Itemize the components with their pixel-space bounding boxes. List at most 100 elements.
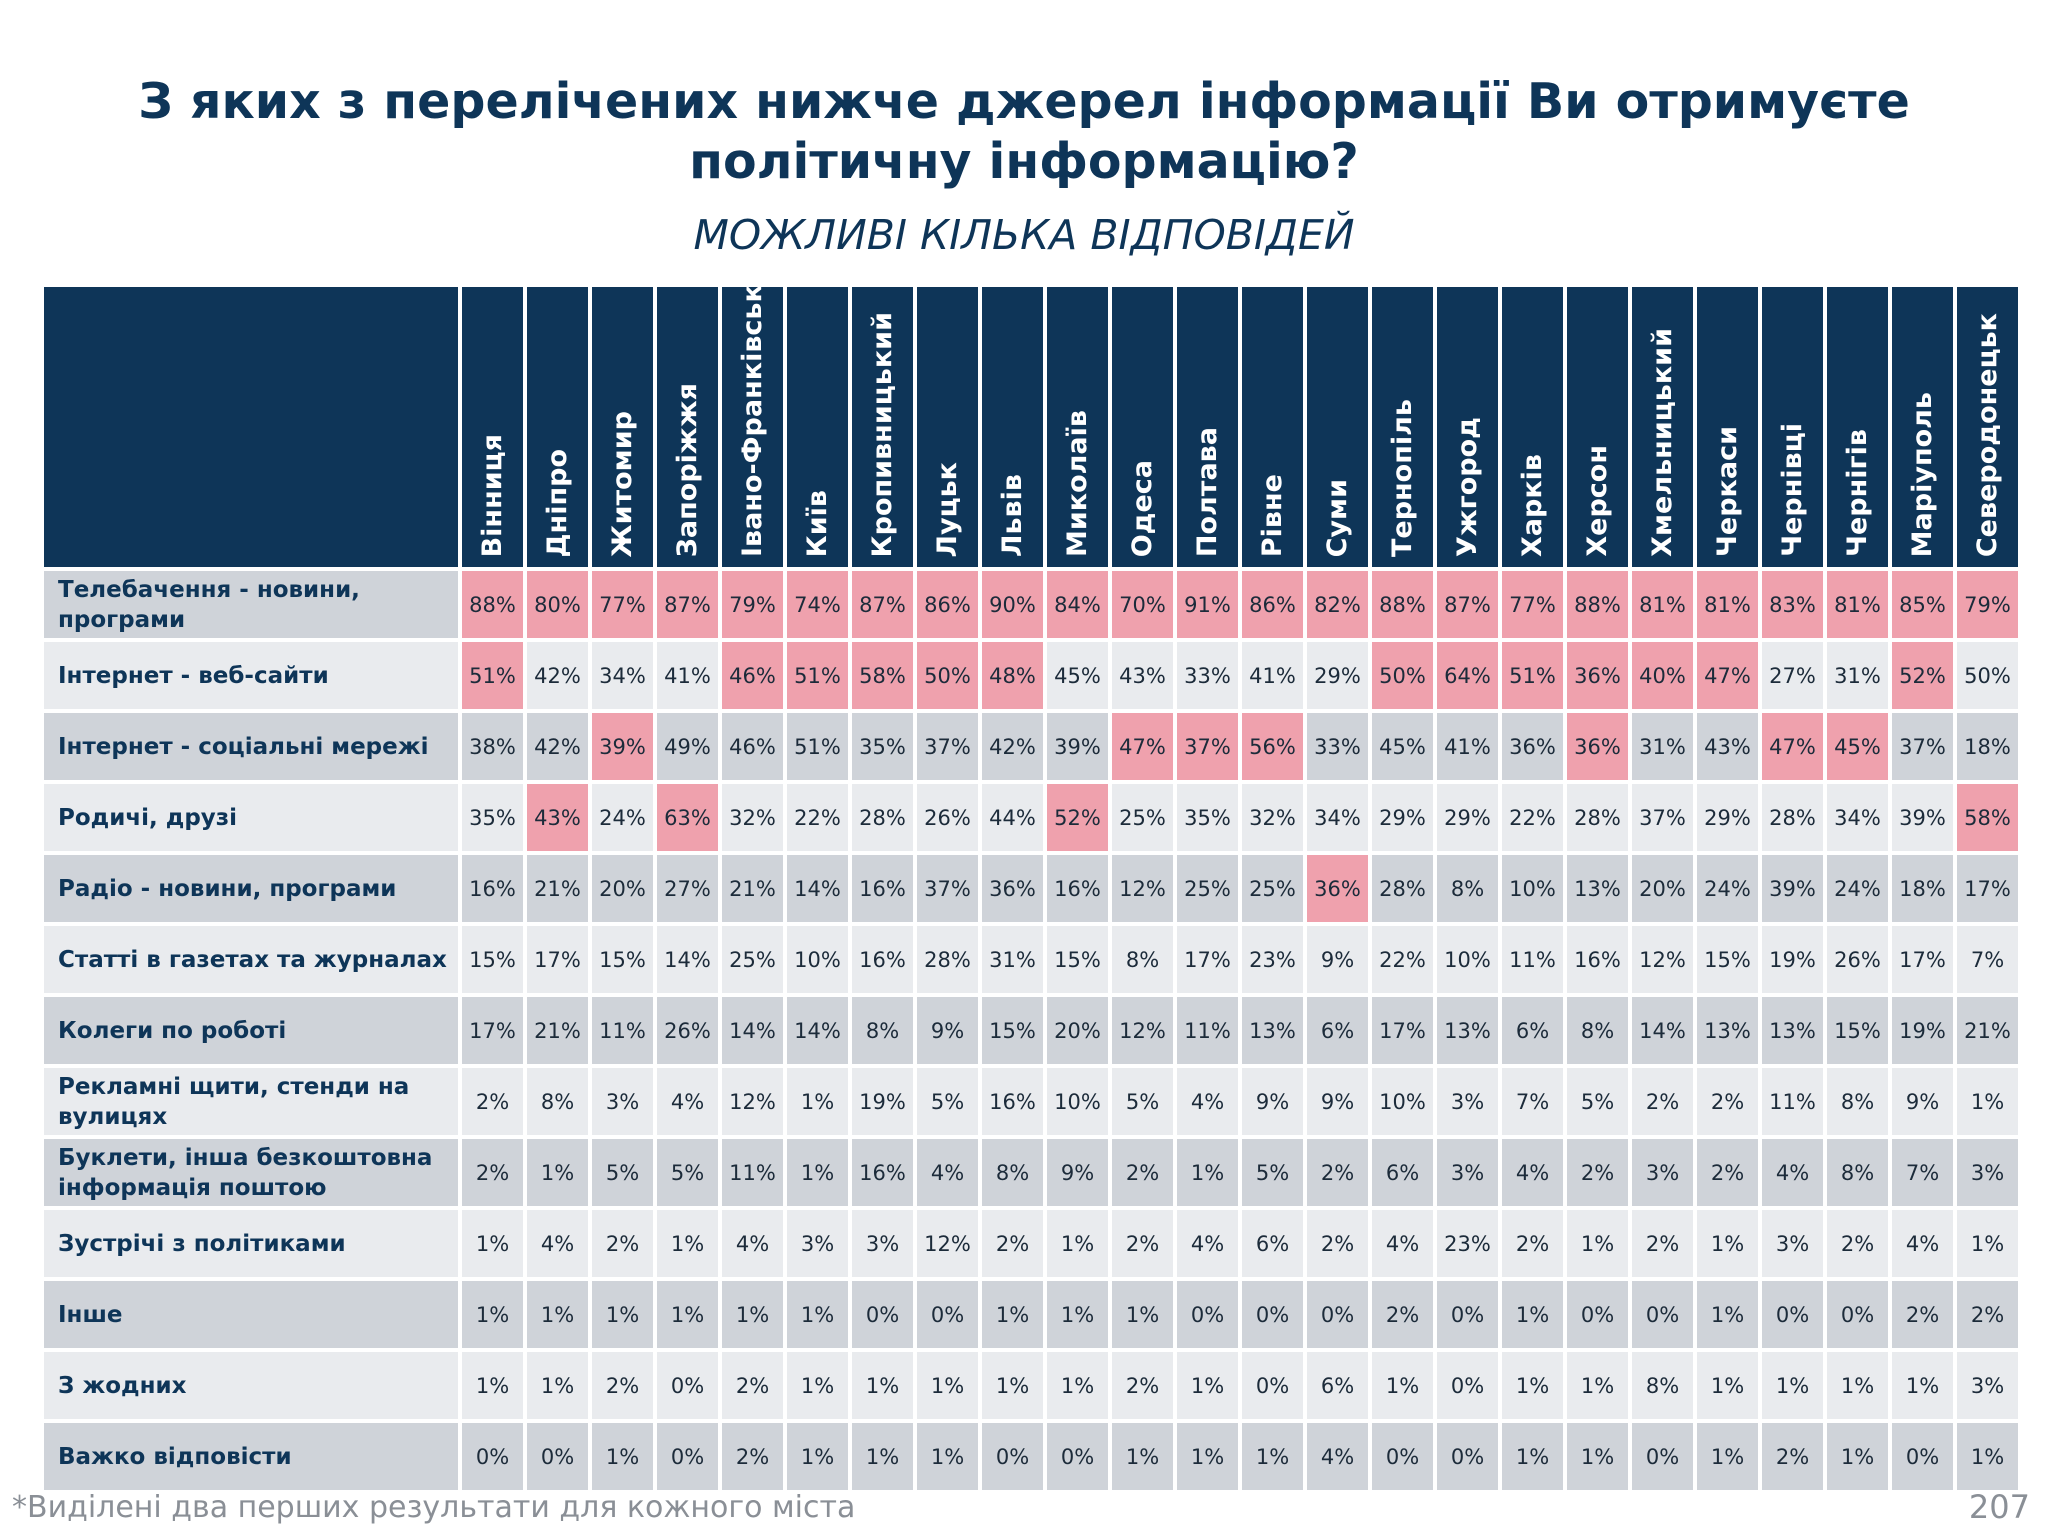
table-cell: 44% bbox=[982, 784, 1043, 851]
table-cell: 13% bbox=[1437, 997, 1498, 1064]
table-cell: 11% bbox=[592, 997, 653, 1064]
table-cell: 20% bbox=[592, 855, 653, 922]
table-cell: 4% bbox=[917, 1139, 978, 1206]
row-label: Інше bbox=[44, 1281, 458, 1348]
table-cell: 2% bbox=[1567, 1139, 1628, 1206]
table-cell: 0% bbox=[982, 1423, 1043, 1490]
city-header-label: Вінниця bbox=[477, 433, 508, 557]
table-cell-highlighted: 43% bbox=[527, 784, 588, 851]
table-cell: 12% bbox=[1112, 855, 1173, 922]
table-cell: 16% bbox=[1567, 926, 1628, 993]
table-cell-highlighted: 51% bbox=[462, 642, 523, 709]
table-cell: 37% bbox=[917, 713, 978, 780]
table-cell: 0% bbox=[1762, 1281, 1823, 1348]
table-cell: 2% bbox=[1892, 1281, 1953, 1348]
table-cell: 0% bbox=[1242, 1352, 1303, 1419]
table-cell: 41% bbox=[657, 642, 718, 709]
table-cell: 5% bbox=[917, 1068, 978, 1135]
table-cell-highlighted: 46% bbox=[722, 642, 783, 709]
table-cell: 1% bbox=[1177, 1139, 1238, 1206]
city-header-label: Житомир bbox=[607, 410, 638, 557]
table-cell: 46% bbox=[722, 713, 783, 780]
city-header: Київ bbox=[787, 287, 848, 567]
table-cell: 1% bbox=[1047, 1210, 1108, 1277]
city-header-label: Маріуполь bbox=[1907, 391, 1938, 557]
city-header: Черкаси bbox=[1697, 287, 1758, 567]
city-header-label: Тернопіль bbox=[1387, 398, 1418, 557]
table-cell: 3% bbox=[852, 1210, 913, 1277]
table-cell: 4% bbox=[722, 1210, 783, 1277]
table-cell: 1% bbox=[1567, 1352, 1628, 1419]
table-cell-highlighted: 85% bbox=[1892, 571, 1953, 638]
table-cell: 50% bbox=[1957, 642, 2018, 709]
table-cell: 1% bbox=[1112, 1423, 1173, 1490]
table-cell: 17% bbox=[462, 997, 523, 1064]
city-header-label: Харків bbox=[1517, 453, 1548, 557]
table-cell: 27% bbox=[1762, 642, 1823, 709]
table-cell: 38% bbox=[462, 713, 523, 780]
table-cell: 11% bbox=[1502, 926, 1563, 993]
table-cell: 9% bbox=[1242, 1068, 1303, 1135]
table-cell: 1% bbox=[852, 1352, 913, 1419]
table-cell: 19% bbox=[852, 1068, 913, 1135]
table-cell: 0% bbox=[1437, 1281, 1498, 1348]
table-cell-highlighted: 77% bbox=[1502, 571, 1563, 638]
city-header-label: Івано-Франківськ bbox=[737, 284, 768, 557]
city-header: Львів bbox=[982, 287, 1043, 567]
table-cell: 29% bbox=[1307, 642, 1368, 709]
table-cell: 37% bbox=[1632, 784, 1693, 851]
table-cell: 26% bbox=[1827, 926, 1888, 993]
table-cell: 14% bbox=[1632, 997, 1693, 1064]
table-cell: 1% bbox=[1242, 1423, 1303, 1490]
table-cell: 8% bbox=[1112, 926, 1173, 993]
city-header: Кропивницький bbox=[852, 287, 913, 567]
city-header-label: Херсон bbox=[1582, 445, 1613, 557]
table-cell: 39% bbox=[1047, 713, 1108, 780]
table-cell-highlighted: 52% bbox=[1047, 784, 1108, 851]
table-cell: 1% bbox=[1502, 1281, 1563, 1348]
table-cell: 42% bbox=[527, 642, 588, 709]
table-cell: 6% bbox=[1242, 1210, 1303, 1277]
table-cell: 8% bbox=[1827, 1139, 1888, 1206]
table-cell: 28% bbox=[1567, 784, 1628, 851]
table-cell: 4% bbox=[1762, 1139, 1823, 1206]
row-label: Рекламні щити, стенди на вулицях bbox=[44, 1068, 458, 1135]
table-cell: 4% bbox=[527, 1210, 588, 1277]
table-cell: 17% bbox=[1892, 926, 1953, 993]
table-cell-highlighted: 80% bbox=[527, 571, 588, 638]
table-cell: 1% bbox=[527, 1352, 588, 1419]
city-header-label: Северодонецьк bbox=[1972, 312, 2003, 557]
city-header: Тернопіль bbox=[1372, 287, 1433, 567]
city-header: Чернігів bbox=[1827, 287, 1888, 567]
table-cell: 2% bbox=[1307, 1139, 1368, 1206]
city-header-label: Ужгород bbox=[1452, 416, 1483, 557]
table-cell: 0% bbox=[657, 1352, 718, 1419]
table-cell: 21% bbox=[722, 855, 783, 922]
table-cell-highlighted: 70% bbox=[1112, 571, 1173, 638]
table-cell-highlighted: 81% bbox=[1697, 571, 1758, 638]
table-cell: 7% bbox=[1502, 1068, 1563, 1135]
table-cell: 1% bbox=[1697, 1423, 1758, 1490]
table-cell: 20% bbox=[1632, 855, 1693, 922]
table-cell: 1% bbox=[787, 1139, 848, 1206]
footnote: *Виділені два перших результати для кожн… bbox=[12, 1490, 856, 1525]
table-cell: 16% bbox=[462, 855, 523, 922]
table-cell: 2% bbox=[1957, 1281, 2018, 1348]
table-cell: 1% bbox=[982, 1352, 1043, 1419]
city-header-label: Суми bbox=[1322, 478, 1353, 557]
table-cell-highlighted: 79% bbox=[1957, 571, 2018, 638]
table-cell: 4% bbox=[1177, 1210, 1238, 1277]
city-header: Хмельницький bbox=[1632, 287, 1693, 567]
table-cell: 2% bbox=[1112, 1139, 1173, 1206]
table-cell: 29% bbox=[1437, 784, 1498, 851]
table-cell: 1% bbox=[527, 1139, 588, 1206]
table-cell: 1% bbox=[1567, 1423, 1628, 1490]
table-header-row: Вінниця Дніпро Житомир Запоріжжя Івано-Франк… bbox=[44, 284, 2018, 567]
table-cell: 3% bbox=[1632, 1139, 1693, 1206]
city-header-label: Дніпро bbox=[542, 448, 573, 558]
table-cell: 16% bbox=[852, 926, 913, 993]
city-header-label: Рівне bbox=[1257, 473, 1288, 557]
table-cell: 1% bbox=[657, 1281, 718, 1348]
table-cell: 17% bbox=[1177, 926, 1238, 993]
table-cell: 1% bbox=[1762, 1352, 1823, 1419]
